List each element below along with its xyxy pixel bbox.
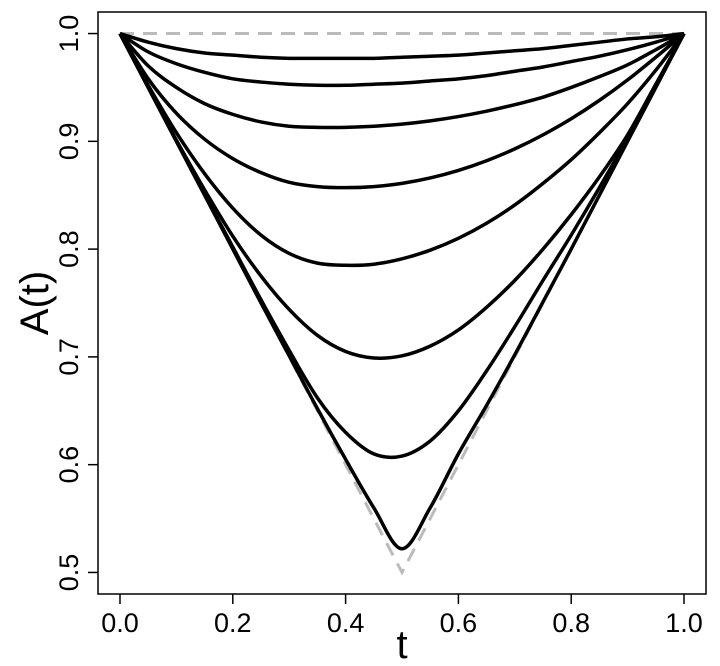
x-tick-label: 1.0	[665, 608, 703, 638]
x-tick-label: 0.2	[214, 608, 252, 638]
y-tick-label: 1.0	[54, 15, 84, 53]
curve	[118, 32, 686, 360]
curve	[118, 32, 686, 268]
plot-frame	[97, 11, 707, 595]
curve	[119, 31, 685, 88]
bound-line	[118, 32, 686, 576]
curve	[119, 31, 685, 61]
y-tick-label: 0.7	[54, 338, 84, 376]
y-tick-label: 0.8	[54, 230, 84, 268]
x-axis-label: t	[396, 623, 407, 666]
curve	[118, 32, 685, 130]
y-tick-label: 0.9	[54, 123, 84, 161]
y-tick-label: 0.5	[54, 554, 84, 592]
curve	[118, 32, 686, 190]
y-tick-label: 0.6	[54, 446, 84, 484]
curve	[118, 32, 686, 551]
x-tick-label: 0.8	[552, 608, 590, 638]
x-tick-label: 0.0	[101, 608, 139, 638]
x-tick-label: 0.4	[327, 608, 365, 638]
x-tick-label: 0.6	[440, 608, 478, 638]
curve	[118, 32, 686, 460]
y-axis-label: A(t)	[13, 271, 57, 335]
